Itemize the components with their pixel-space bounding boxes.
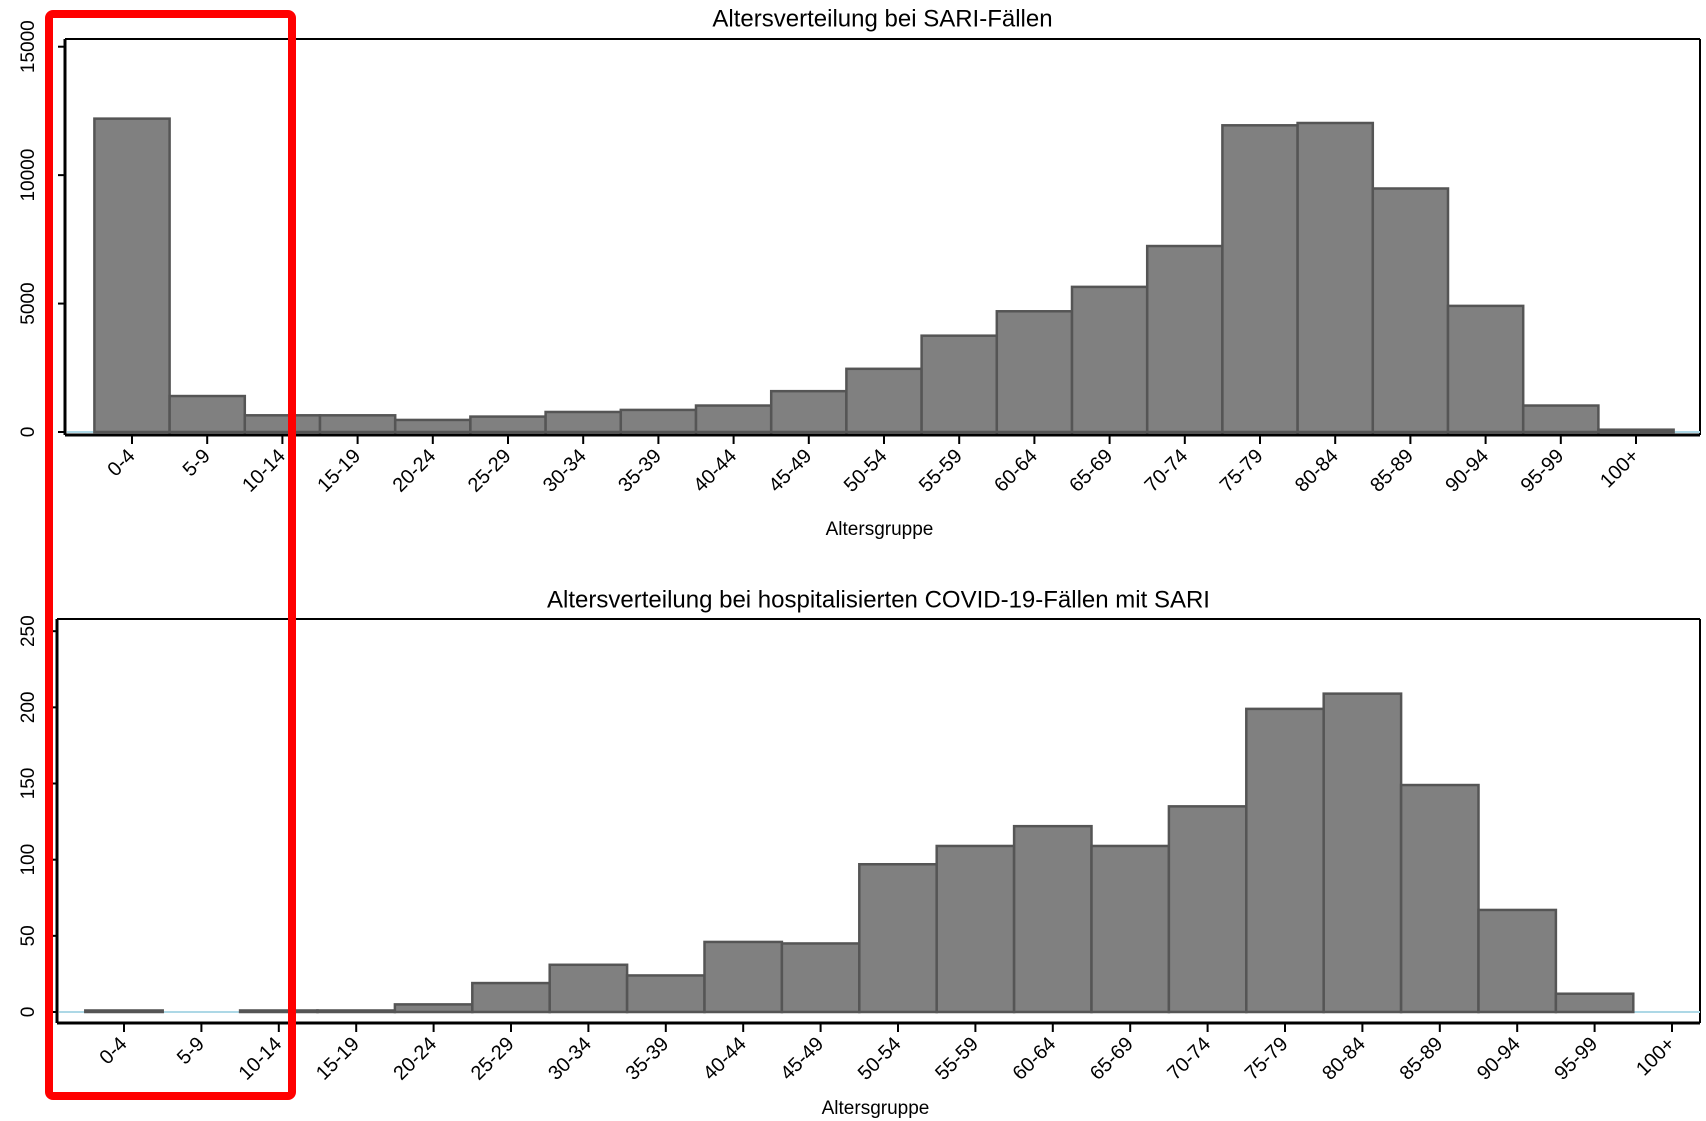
y-tick-label: 5000: [18, 282, 39, 324]
bar: [84, 1009, 164, 1014]
highlight-box: [45, 10, 296, 1100]
bar: [544, 410, 623, 434]
chart-title: Altersverteilung bei hospitalisierten CO…: [547, 586, 1210, 613]
bar: [1554, 992, 1635, 1014]
bar: [1371, 187, 1450, 434]
y-tick-label: 0: [18, 1007, 39, 1018]
bar: [703, 940, 784, 1014]
bar: [1221, 124, 1299, 434]
x-axis-label: Altersgruppe: [826, 519, 934, 540]
bar: [619, 408, 698, 434]
bar: [1597, 428, 1675, 434]
bar: [393, 418, 472, 434]
y-tick-label: 150: [18, 768, 39, 800]
bar: [168, 394, 247, 434]
bar: [1012, 824, 1093, 1014]
bar: [1322, 692, 1403, 1014]
bar: [1399, 783, 1480, 1014]
bar: [1245, 707, 1325, 1014]
y-tick-label: 100: [18, 844, 39, 876]
y-tick-label: 15000: [18, 20, 39, 73]
x-axis-label: Altersgruppe: [822, 1098, 930, 1119]
bar: [845, 367, 923, 434]
bar: [243, 414, 322, 434]
bar: [548, 963, 629, 1014]
bar: [995, 310, 1074, 434]
bar: [920, 334, 999, 434]
bar: [1446, 304, 1525, 434]
bar: [694, 404, 773, 434]
bar: [858, 862, 938, 1014]
y-tick-label: 0: [18, 427, 39, 438]
bar: [1145, 244, 1224, 434]
y-tick-label: 10000: [18, 149, 39, 202]
bar: [625, 974, 706, 1014]
bar: [318, 414, 397, 434]
bar: [1167, 805, 1248, 1014]
bar: [471, 981, 551, 1014]
bar: [1296, 121, 1375, 434]
y-tick-label: 50: [18, 925, 39, 946]
y-tick-label: 250: [18, 615, 39, 647]
bar: [1477, 908, 1558, 1014]
bar: [238, 1009, 319, 1014]
y-tick-label: 200: [18, 691, 39, 723]
bar: [469, 415, 547, 434]
bar: [93, 117, 171, 434]
bar: [316, 1009, 397, 1014]
bar: [393, 1003, 474, 1014]
bar: [769, 389, 848, 434]
bar: [1521, 404, 1600, 434]
bar: [1090, 844, 1171, 1014]
bar: [780, 942, 861, 1014]
bar: [935, 844, 1016, 1014]
chart-title: Altersverteilung bei SARI-Fällen: [712, 5, 1052, 32]
bar: [1070, 285, 1149, 434]
